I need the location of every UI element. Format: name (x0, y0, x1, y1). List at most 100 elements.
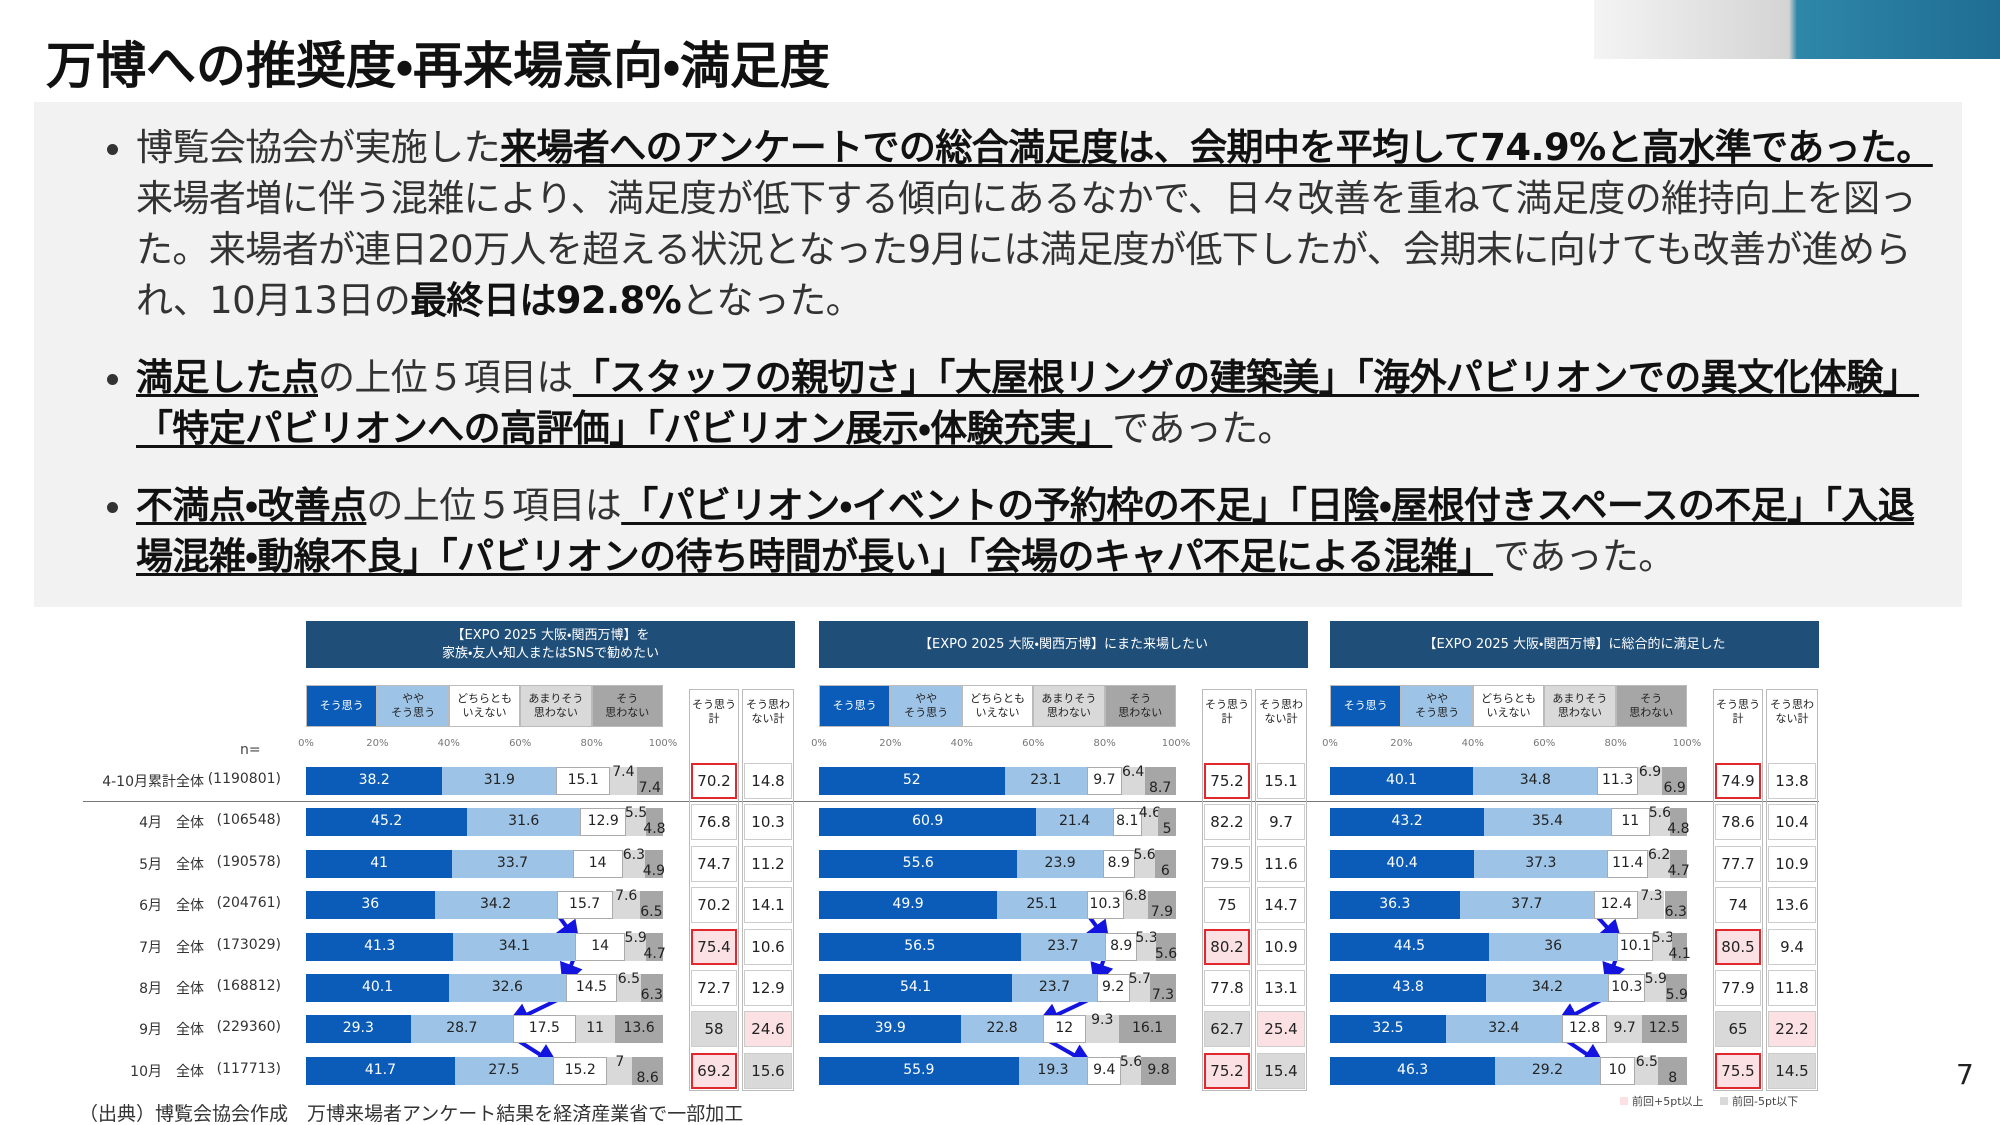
total-column (1713, 689, 1763, 1091)
bar-segment (1610, 808, 1650, 837)
segment-label: 6.3 (1664, 904, 1687, 921)
row-n: (1190801) (207, 771, 281, 787)
bullet-list: 博覧会協会が実施した来場者へのアンケートでの総合満足度は、会期中を平均して74.… (92, 122, 1942, 608)
segment-label: 13.6 (623, 1020, 655, 1037)
bar-segment (1330, 891, 1460, 920)
bar-segment (819, 808, 1037, 837)
bar-segment (1020, 932, 1106, 961)
segment-label: 46.3 (1397, 1061, 1429, 1078)
bar-segment (1087, 767, 1122, 795)
bullet-text: 最終日は92.8% (410, 279, 682, 322)
bar-segment (306, 932, 454, 961)
bar-segment (556, 891, 613, 920)
bar-segment (1653, 932, 1673, 961)
segment-label: 22.8 (986, 1020, 1018, 1037)
total-cell: 77.8 (1204, 970, 1250, 1006)
total-cell: 80.2 (1204, 928, 1250, 965)
segment-label: 17.5 (528, 1020, 560, 1037)
bar-segment (1086, 891, 1124, 920)
x-tick-label: 80% (1093, 738, 1116, 749)
total-cell: 12.9 (744, 970, 792, 1006)
segment-label: 9.8 (1147, 1061, 1170, 1078)
bar-segment (1004, 767, 1088, 795)
x-tick-label: 20% (1390, 738, 1413, 749)
segment-label: 6.8 (1124, 888, 1147, 905)
segment-label: 7.4 (612, 764, 635, 780)
bar-segment (1658, 1056, 1687, 1085)
segment-label: 23.7 (1038, 979, 1070, 995)
segment-label: 9.3 (1091, 1012, 1114, 1029)
segment-label: 5 (1162, 821, 1172, 838)
total-column (1202, 689, 1252, 1091)
legend-cell: どちらとも いえない (961, 685, 1034, 727)
bar-segment (1649, 808, 1670, 837)
segment-label: 5.3 (1135, 929, 1158, 946)
bar-segment (612, 891, 640, 920)
segment-label: 5.6 (1119, 1053, 1143, 1070)
bar-segment (610, 767, 637, 795)
row-label: 5月 全体 (139, 856, 204, 873)
bar-segment (1664, 891, 1687, 920)
bar-segment (1607, 1015, 1642, 1044)
total-cell: 75.5 (1715, 1052, 1761, 1089)
segment-label: 12.8 (1568, 1020, 1601, 1037)
bar-segment (1149, 974, 1176, 1002)
segment-label: 34.8 (1519, 772, 1551, 788)
segment-label: 55.9 (903, 1061, 935, 1078)
total-cell: 77.7 (1715, 845, 1761, 882)
legend-cell: そう思う (819, 685, 891, 727)
bar-segment (1129, 974, 1150, 1002)
total-header: そう思う 計 (1716, 698, 1760, 725)
total-column (742, 689, 794, 1091)
bullet-text: であった。 (1493, 535, 1675, 578)
segment-label: 43.2 (1391, 813, 1423, 830)
total-cell: 82.2 (1204, 804, 1250, 841)
total-cell: 72.7 (691, 970, 737, 1006)
bar-segment (306, 974, 450, 1002)
total-cell: 80.5 (1715, 928, 1761, 965)
bar-segment (572, 849, 623, 878)
segment-label: 11.3 (1601, 772, 1634, 788)
segment-label: 29.2 (1531, 1061, 1563, 1078)
bar-segment (645, 808, 663, 837)
bar-segment (1036, 808, 1113, 837)
legend-cell: あまりそう 思わない (520, 685, 592, 727)
bar-segment (1446, 1015, 1562, 1044)
legend-cell: あまりそう 思わない (1544, 685, 1616, 727)
segment-label: 10.3 (1611, 979, 1643, 995)
legend-cell: やや そう思う (1401, 685, 1473, 727)
segment-label: 34.2 (479, 896, 512, 913)
bar-segment (1486, 974, 1609, 1002)
bar-segment (1645, 974, 1667, 1002)
bullet-item: 満足した点の上位５項目は「スタッフの親切さ」「大屋根リングの建築美」「海外パビリ… (136, 352, 1942, 454)
segment-label: 7 (615, 1053, 625, 1070)
bar-segment (1597, 767, 1638, 795)
segment-label: 9.7 (1093, 772, 1116, 788)
bar-segment (556, 767, 611, 795)
total-cell: 75.2 (1204, 763, 1250, 799)
total-cell: 14.7 (1257, 887, 1305, 924)
row-label: 6月 全体 (139, 898, 204, 915)
bullet-text: 満足した点 (136, 356, 319, 399)
x-tick-label: 40% (1461, 738, 1484, 749)
segment-label: 5.7 (1128, 971, 1151, 987)
bar-segment (513, 1015, 576, 1044)
bar-segment (1607, 849, 1649, 878)
segment-label: 7.6 (615, 888, 638, 905)
key-label: 前回-5pt以下 (1732, 1095, 1799, 1108)
bar-segment (961, 1015, 1043, 1044)
segment-label: 9.7 (1613, 1020, 1636, 1037)
total-cell: 74.7 (691, 845, 737, 882)
x-tick-label: 80% (580, 738, 603, 749)
bar-segment (306, 849, 453, 878)
segment-label: 5.9 (624, 929, 647, 946)
segment-label: 15.7 (569, 896, 601, 913)
segment-label: 8.1 (1116, 813, 1139, 830)
bar-segment (1648, 849, 1671, 878)
segment-label: 23.9 (1044, 854, 1076, 871)
total-cell: 15.1 (1257, 763, 1305, 799)
bar-segment (1670, 849, 1687, 878)
bar-segment (565, 974, 618, 1002)
bar-segment (1112, 808, 1142, 837)
